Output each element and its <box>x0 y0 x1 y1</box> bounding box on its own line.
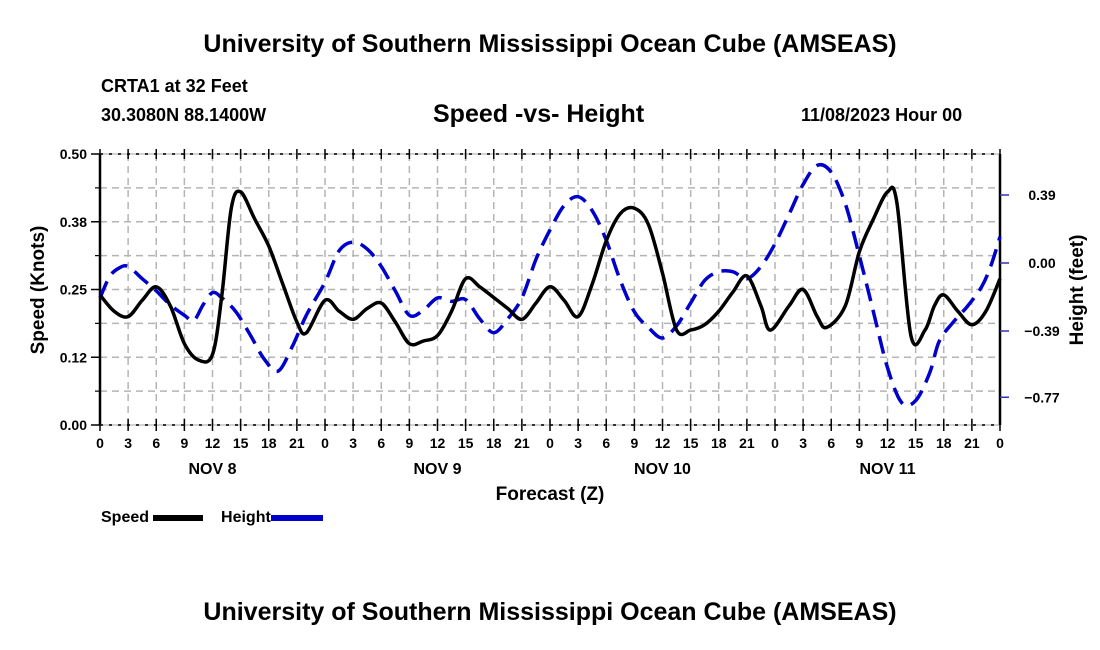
x-tick-label: 0 <box>771 435 779 451</box>
x-tick-label: 12 <box>655 435 671 451</box>
x-tick-label: 18 <box>261 435 277 451</box>
x-tick-label: 18 <box>711 435 727 451</box>
legend: Speed Height <box>101 509 323 527</box>
x-tick-label: 21 <box>739 435 755 451</box>
chart-title: University of Southern Mississippi Ocean… <box>203 30 897 58</box>
x-tick-label: 3 <box>574 435 582 451</box>
y2-axis-label: Height (feet) <box>1067 235 1088 346</box>
series <box>98 162 1002 408</box>
x-tick-label: 0 <box>546 435 554 451</box>
y-axis-label: Speed (Knots) <box>28 226 49 355</box>
y2-tick-label: −0.39 <box>1024 323 1060 339</box>
x-tick-label: 3 <box>799 435 807 451</box>
grid <box>100 154 1000 425</box>
legend-speed-swatch <box>153 515 204 521</box>
x-tick-label: 6 <box>377 435 385 451</box>
x-axis-label: Forecast (Z) <box>496 484 605 505</box>
y2-tick-label: 0.39 <box>1028 187 1055 203</box>
y-tick-label: 0.38 <box>60 214 87 230</box>
legend-height-swatch <box>270 515 323 521</box>
speed-series-line <box>98 185 1002 364</box>
coordinates-label: 30.3080N 88.1400W <box>101 105 267 125</box>
legend-speed-label: Speed <box>101 509 150 526</box>
x-tick-label: 0 <box>321 435 329 451</box>
x-tick-label: 9 <box>855 435 863 451</box>
chart-subtitle: Speed -vs- Height <box>433 100 645 128</box>
day-label: NOV 10 <box>634 461 691 478</box>
y-tick-label: 0.50 <box>60 146 87 162</box>
y-tick-label: 0.12 <box>60 349 87 365</box>
x-tick-label: 15 <box>233 435 249 451</box>
forecast-datetime: 11/08/2023 Hour 00 <box>801 105 963 125</box>
x-tick-label: 0 <box>996 435 1004 451</box>
x-tick-label: 9 <box>630 435 638 451</box>
x-tick-label: 12 <box>205 435 221 451</box>
x-tick-label: 3 <box>124 435 132 451</box>
y-tick-label: 0.25 <box>60 282 87 298</box>
x-tick-label: 12 <box>430 435 446 451</box>
day-label: NOV 11 <box>859 461 915 478</box>
x-tick-label: 6 <box>602 435 610 451</box>
y-tick-label: 0.00 <box>60 417 87 433</box>
y2-tick-label: 0.00 <box>1028 255 1055 271</box>
x-tick-label: 9 <box>405 435 413 451</box>
x-tick-label: 12 <box>880 435 896 451</box>
x-tick-label: 15 <box>683 435 699 451</box>
legend-height-label: Height <box>221 509 271 526</box>
x-tick-label: 9 <box>180 435 188 451</box>
x-tick-label: 18 <box>936 435 952 451</box>
footer-title: University of Southern Mississippi Ocean… <box>203 598 897 626</box>
x-tick-label: 21 <box>964 435 980 451</box>
x-tick-label: 3 <box>349 435 357 451</box>
x-tick-label: 0 <box>96 435 104 451</box>
y2-tick-label: −0.77 <box>1024 389 1060 405</box>
x-tick-label: 21 <box>514 435 530 451</box>
x-tick-label: 6 <box>152 435 160 451</box>
x-tick-label: 15 <box>908 435 924 451</box>
day-label: NOV 9 <box>413 461 461 478</box>
day-label: NOV 8 <box>188 461 236 478</box>
x-tick-label: 6 <box>827 435 835 451</box>
axes: 0 3 6 9 12 15 18 21 0 3 6 9 12 15 18 21 0 3 6 9 12 15 18 21 0 3 6 9… <box>60 146 1060 478</box>
x-tick-label: 21 <box>289 435 305 451</box>
axis-labels: Forecast (Z) Speed (Knots) Height (feet) <box>28 226 1088 505</box>
x-tick-label: 18 <box>486 435 502 451</box>
station-label: CRTA1 at 32 Feet <box>101 76 248 96</box>
x-tick-label: 15 <box>458 435 474 451</box>
